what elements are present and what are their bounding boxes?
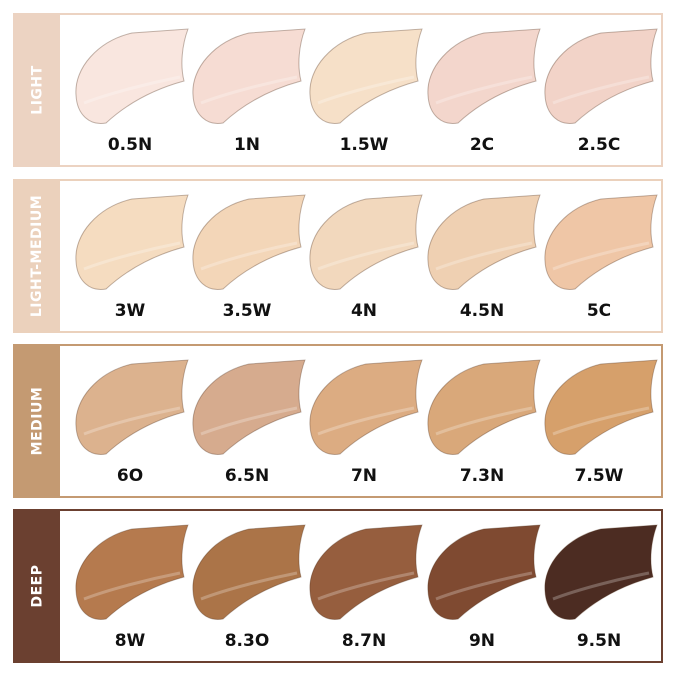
swatch-blob [427,28,541,124]
swatch-blob [309,28,423,124]
shade-group-deep: DEEP 8W 8.3O 8.7N 9N 9.5N [13,509,663,663]
shade-name: 2.5C [577,135,621,155]
shade-name: 1N [233,135,261,155]
shade-name: 8.7N [341,631,387,651]
group-label: MEDIUM [29,386,46,456]
shade-swatch: 3.5W [187,189,307,329]
shade-swatch: 8W [70,519,190,659]
shade-name: 9N [468,631,496,651]
shade-swatch: 1.5W [304,23,424,163]
swatch-blob [75,524,189,620]
group-label-bar: LIGHT-MEDIUM [15,181,60,331]
shade-swatch: 7.5W [539,354,659,494]
group-label: LIGHT [29,65,46,115]
shade-name: 0.5N [107,135,153,155]
swatch-blob [75,359,189,455]
group-label-bar: DEEP [15,511,60,661]
shade-name: 8W [114,631,146,651]
group-label-bar: MEDIUM [15,346,60,496]
shade-group-light: LIGHT 0.5N 1N 1.5W 2C 2.5C [13,13,663,167]
shade-swatch: 1N [187,23,307,163]
shade-name: 4N [350,301,378,321]
shade-swatch: 7.3N [422,354,542,494]
shade-swatch: 8.3O [187,519,307,659]
swatch-blob [309,524,423,620]
shade-name: 3W [114,301,146,321]
shade-name: 9.5N [576,631,622,651]
swatch-blob [192,28,306,124]
swatch-blob [427,194,541,290]
swatch-blob [192,359,306,455]
swatch-blob [309,359,423,455]
swatch-blob [192,194,306,290]
shade-name: 2C [469,135,495,155]
shade-name: 7.5W [574,466,624,486]
shade-group-light-medium: LIGHT-MEDIUM 3W 3.5W 4N 4.5N 5C [13,179,663,333]
swatch-blob [544,194,658,290]
shade-swatch: 6O [70,354,190,494]
shade-name: 6O [116,466,144,486]
shade-name: 5C [586,301,612,321]
shade-swatch: 6.5N [187,354,307,494]
group-label: LIGHT-MEDIUM [29,194,46,318]
shade-name: 4.5N [459,301,505,321]
shade-swatch: 7N [304,354,424,494]
shade-swatch: 0.5N [70,23,190,163]
shade-swatch: 8.7N [304,519,424,659]
swatch-blob [309,194,423,290]
group-label-bar: LIGHT [15,15,60,165]
shade-swatch: 4.5N [422,189,542,329]
shade-swatch: 3W [70,189,190,329]
shade-swatch: 9N [422,519,542,659]
shade-swatch: 4N [304,189,424,329]
shade-name: 8.3O [224,631,270,651]
swatch-blob [544,28,658,124]
swatch-blob [544,524,658,620]
shade-swatch: 2C [422,23,542,163]
shade-name: 3.5W [222,301,272,321]
shade-name: 6.5N [224,466,270,486]
shade-swatch: 9.5N [539,519,659,659]
swatch-blob [427,524,541,620]
shade-swatch: 2.5C [539,23,659,163]
shade-group-medium: MEDIUM 6O 6.5N 7N 7.3N 7.5W [13,344,663,498]
shade-name: 1.5W [339,135,389,155]
swatch-blob [544,359,658,455]
swatch-blob [427,359,541,455]
shade-swatch: 5C [539,189,659,329]
swatch-blob [192,524,306,620]
shade-name: 7.3N [459,466,505,486]
swatch-blob [75,194,189,290]
group-label: DEEP [29,564,46,608]
shade-name: 7N [350,466,378,486]
swatch-blob [75,28,189,124]
